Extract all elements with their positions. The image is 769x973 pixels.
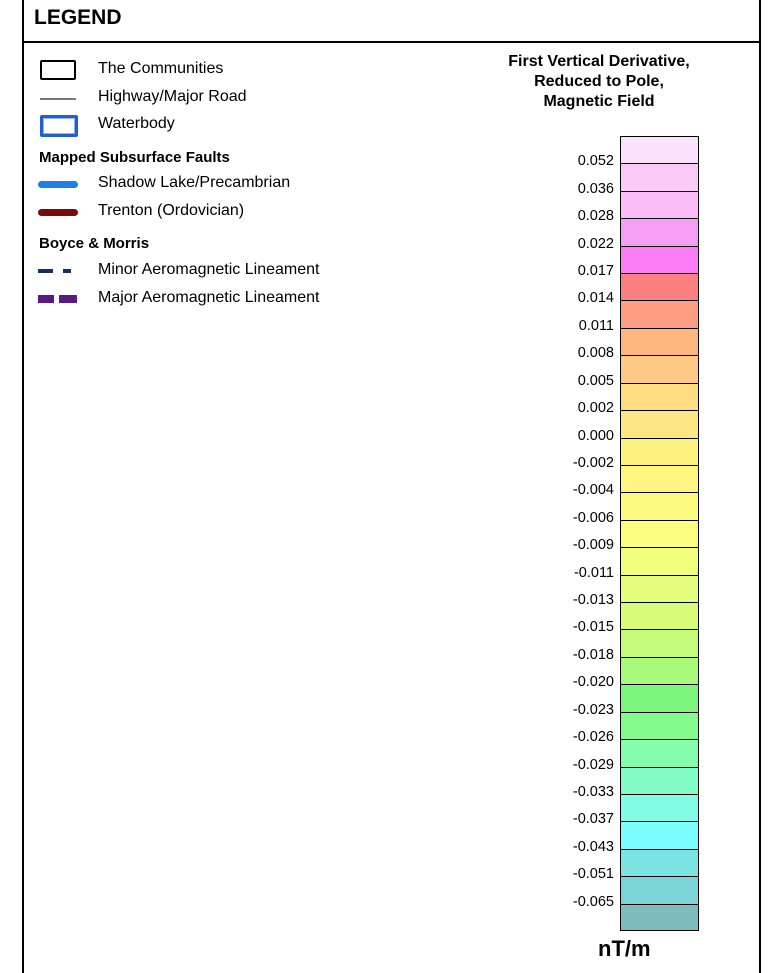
colorbar-swatch	[620, 382, 699, 411]
colorbar-swatch	[620, 876, 699, 905]
colorbar-tick-label: 0.011	[578, 317, 614, 334]
colorbar-tick-label: 0.005	[577, 372, 614, 389]
colorbar-tick-label: -0.023	[572, 701, 614, 718]
colorbar-title-line: First Vertical Derivative,	[508, 53, 690, 70]
colorbar-swatch	[620, 327, 699, 356]
blue-fault-line-icon	[38, 172, 78, 196]
legend-item-communities: The Communities	[24, 58, 494, 82]
minor-dashed-line-icon	[38, 259, 78, 283]
colorbar-swatch	[620, 355, 699, 384]
colorbar-swatch	[620, 739, 699, 767]
colorbar-title: First Vertical Derivative, Reduced to Po…	[464, 52, 734, 112]
colorbar-tick-label: -0.015	[572, 619, 614, 636]
legend-list: The Communities Highway/Major Road Water…	[24, 0, 494, 330]
colorbar-swatch	[620, 766, 699, 795]
colorbar-unit: nT/m	[598, 936, 651, 961]
legend-item-highway: Highway/Major Road	[24, 86, 494, 110]
legend-item-label: Shadow Lake/Precambrian	[98, 174, 291, 191]
colorbar-tick-label: -0.006	[572, 509, 614, 526]
legend-item-label: Highway/Major Road	[98, 88, 247, 105]
colorbar-title-line: Magnetic Field	[543, 93, 655, 110]
colorbar-swatch	[620, 245, 699, 274]
colorbar-swatch	[620, 848, 699, 877]
colorbar-tick-label: 0.052	[577, 153, 614, 170]
colorbar-swatch	[620, 492, 699, 521]
colorbar-swatch	[620, 163, 699, 192]
colorbar-swatch	[620, 684, 699, 713]
legend-item-label: The Communities	[98, 60, 224, 77]
colorbar	[620, 136, 699, 932]
community-boundary-icon	[38, 58, 78, 82]
legend-item-label: Major Aeromagnetic Lineament	[98, 289, 320, 306]
colorbar-swatch	[620, 519, 699, 548]
colorbar-swatch	[620, 711, 699, 740]
legend-item-label: Minor Aeromagnetic Lineament	[98, 261, 320, 278]
colorbar-tick-label: 0.008	[577, 345, 614, 362]
title-divider	[24, 41, 759, 43]
colorbar-tick-label: -0.011	[573, 564, 614, 581]
colorbar-tick-label: -0.043	[572, 838, 614, 855]
colorbar-title-line: Reduced to Pole,	[534, 73, 664, 90]
colorbar-swatch	[620, 629, 699, 658]
colorbar-swatch	[620, 273, 699, 301]
colorbar-swatch	[620, 136, 699, 164]
colorbar-tick-label: -0.051	[572, 866, 614, 883]
colorbar-swatch	[620, 410, 699, 439]
colorbar-tick-label: -0.037	[572, 811, 614, 828]
colorbar-swatch	[620, 190, 699, 219]
colorbar-tick-label: 0.017	[577, 263, 614, 280]
faults-header: Mapped Subsurface Faults	[39, 149, 230, 166]
colorbar-swatch	[620, 547, 699, 576]
colorbar-tick-label: -0.020	[572, 674, 614, 691]
legend-item-trenton: Trenton (Ordovician)	[24, 200, 494, 224]
colorbar-tick-label: 0.036	[577, 180, 614, 197]
colorbar-tick-label: -0.013	[572, 592, 614, 609]
major-dashed-line-icon	[38, 287, 78, 311]
colorbar-tick-label: -0.065	[572, 893, 614, 910]
legend-item-minor-lineament: Minor Aeromagnetic Lineament	[24, 259, 494, 283]
legend-title: LEGEND	[34, 6, 122, 29]
colorbar-tick-label: 0.022	[577, 235, 614, 252]
colorbar-tick-label: 0.028	[577, 208, 614, 225]
colorbar-swatch	[620, 464, 699, 493]
legend-item-shadow-lake: Shadow Lake/Precambrian	[24, 172, 494, 196]
legend-item-label: Trenton (Ordovician)	[98, 202, 245, 219]
colorbar-swatch	[620, 574, 699, 603]
colorbar-tick-label: 0.002	[577, 400, 614, 417]
colorbar-tick-label: -0.002	[572, 454, 614, 471]
colorbar-swatch	[620, 602, 699, 630]
colorbar-swatch	[620, 903, 699, 932]
colorbar-tick-label: -0.026	[572, 729, 614, 746]
colorbar-swatch	[620, 437, 699, 466]
colorbar-swatch	[620, 821, 699, 850]
colorbar-swatch	[620, 218, 699, 247]
legend-item-label: Waterbody	[98, 115, 175, 132]
colorbar-swatch	[620, 300, 699, 329]
colorbar-swatch	[620, 793, 699, 822]
colorbar-tick-label: -0.029	[572, 756, 614, 773]
legend-item-major-lineament: Major Aeromagnetic Lineament	[24, 287, 494, 311]
legend-item-waterbody: Waterbody	[24, 113, 494, 137]
colorbar-tick-label: -0.033	[572, 783, 614, 800]
colorbar-tick-label: 0.000	[577, 427, 614, 444]
legend-panel: LEGEND The Communities Highway/Major Roa…	[22, 0, 761, 973]
colorbar-swatch	[620, 656, 699, 685]
red-fault-line-icon	[38, 200, 78, 224]
waterbody-icon	[38, 113, 78, 137]
colorbar-tick-label: -0.009	[572, 537, 614, 554]
colorbar-tick-label: 0.014	[577, 290, 614, 307]
colorbar-tick-label: -0.018	[572, 646, 614, 663]
road-line-icon	[38, 86, 78, 110]
lineament-header: Boyce & Morris	[39, 235, 150, 252]
colorbar-tick-label: -0.004	[572, 482, 614, 499]
